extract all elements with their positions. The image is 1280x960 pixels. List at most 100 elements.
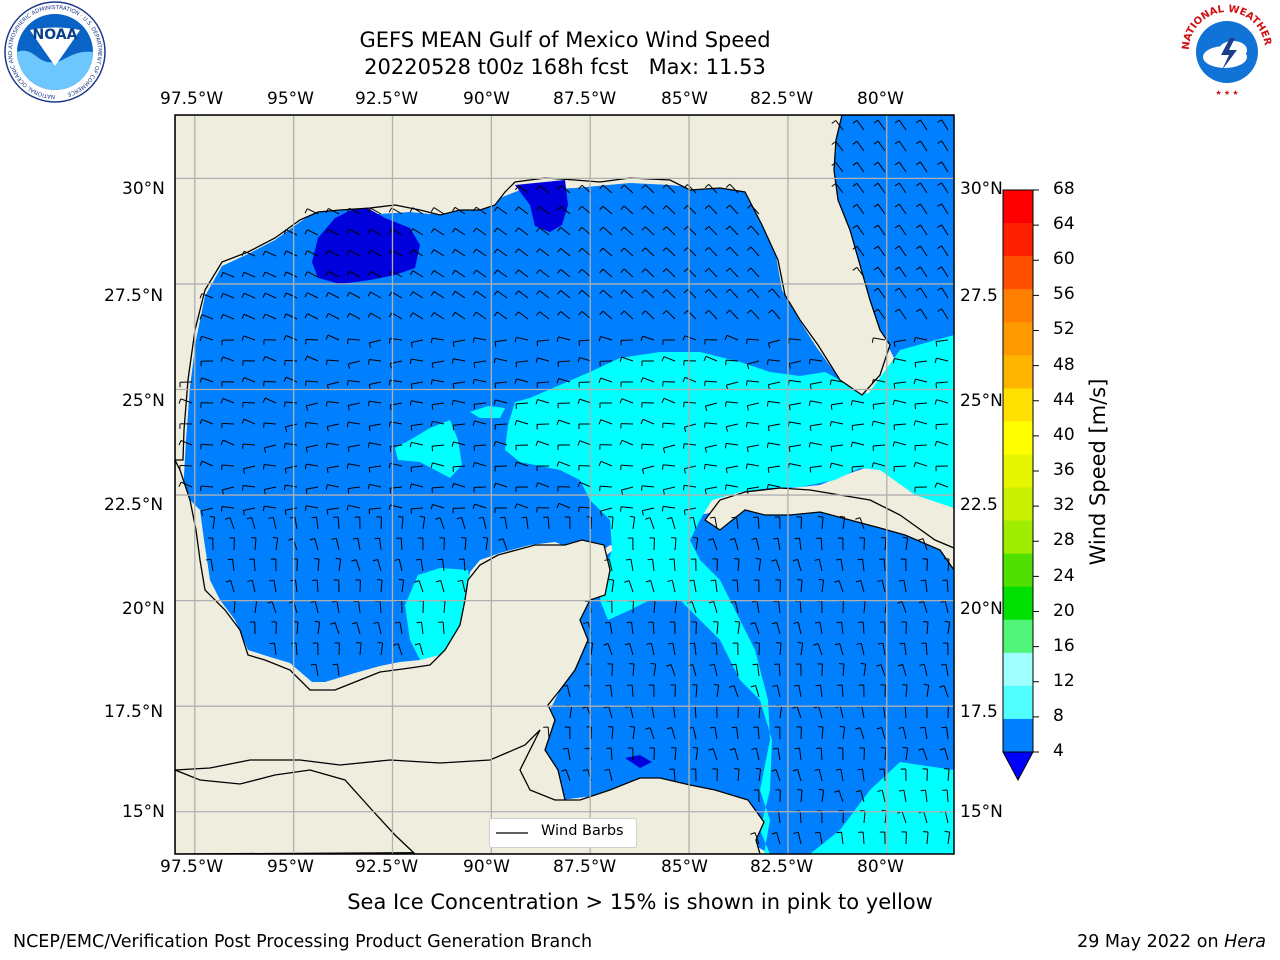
wind-barb bbox=[894, 381, 907, 384]
wind-barb bbox=[560, 269, 571, 278]
wind-barb bbox=[337, 516, 340, 530]
wind-barb-flag bbox=[604, 768, 610, 771]
wind-barb bbox=[264, 356, 277, 362]
wind-barb-flag bbox=[661, 356, 665, 362]
wind-barb bbox=[684, 423, 697, 428]
wind-barb-flag bbox=[688, 579, 695, 582]
wind-barb-flag bbox=[304, 250, 308, 256]
wind-barb bbox=[666, 205, 676, 215]
wind-barb-flag bbox=[430, 379, 433, 385]
wind-barb-flag bbox=[472, 462, 476, 468]
wind-barb-flag bbox=[451, 400, 454, 406]
wind-barb-flag bbox=[855, 517, 861, 520]
wind-barb-flag bbox=[704, 447, 707, 453]
wind-barb bbox=[903, 790, 907, 803]
wind-barb bbox=[516, 461, 529, 467]
wind-barb bbox=[516, 336, 529, 341]
wind-barb bbox=[358, 601, 361, 614]
wind-barb bbox=[708, 309, 718, 320]
wind-barb-flag bbox=[683, 426, 687, 433]
lat-label: 30°N bbox=[122, 179, 165, 199]
wind-barb bbox=[810, 358, 823, 362]
wind-barb bbox=[558, 461, 571, 467]
wind-barb bbox=[536, 381, 550, 384]
wind-barb bbox=[464, 538, 467, 551]
wind-barb-flag bbox=[388, 463, 391, 469]
wind-barb bbox=[663, 505, 676, 509]
wind-barb bbox=[285, 250, 298, 257]
wind-barb bbox=[496, 290, 508, 299]
wind-barb-flag bbox=[562, 747, 569, 750]
wind-barb-flag bbox=[662, 464, 664, 470]
wind-barb bbox=[306, 463, 319, 467]
wind-barb-flag bbox=[498, 538, 504, 541]
wind-barb bbox=[750, 246, 760, 257]
wind-barb-flag bbox=[262, 464, 265, 470]
wind-barb-flag bbox=[766, 484, 769, 490]
lon-label: 92.5°W bbox=[355, 857, 419, 877]
wind-barb bbox=[946, 789, 949, 803]
wind-barb bbox=[440, 580, 445, 593]
wind-barb bbox=[736, 579, 739, 593]
wind-barb-flag bbox=[745, 422, 748, 428]
wind-barb bbox=[831, 421, 844, 425]
wind-barb-flag bbox=[687, 601, 693, 604]
wind-barb bbox=[285, 484, 298, 488]
wind-barb-flag bbox=[713, 683, 719, 686]
wind-barb bbox=[754, 832, 760, 845]
wind-barb-flag bbox=[262, 397, 266, 403]
wind-barb bbox=[264, 486, 277, 490]
wind-barb-flag bbox=[746, 246, 752, 251]
wind-barb bbox=[412, 249, 424, 257]
wind-barb bbox=[714, 727, 718, 740]
wind-barb bbox=[264, 271, 277, 278]
lon-label: 95°W bbox=[267, 89, 314, 109]
wind-barb-flag bbox=[325, 292, 329, 298]
wind-barb-flag bbox=[934, 357, 937, 364]
wind-barb bbox=[222, 314, 235, 320]
wind-barb-flag bbox=[325, 229, 329, 235]
lon-label: 90°W bbox=[463, 89, 510, 109]
wind-barb-flag bbox=[310, 663, 317, 666]
wind-barb-flag bbox=[873, 182, 879, 187]
wind-barb bbox=[873, 444, 886, 447]
wind-barb-flag bbox=[262, 250, 266, 256]
wind-barb-flag bbox=[225, 517, 231, 520]
wind-barb-flag bbox=[852, 140, 858, 145]
wind-barb-flag bbox=[746, 363, 750, 370]
wind-barb-flag bbox=[768, 288, 773, 293]
wind-barb-flag bbox=[452, 383, 455, 389]
lon-label: 97.5°W bbox=[160, 89, 224, 109]
wind-barb bbox=[411, 483, 424, 488]
wind-barb bbox=[662, 422, 676, 425]
wind-barb bbox=[708, 225, 718, 236]
wind-barb bbox=[691, 601, 697, 614]
wind-barb bbox=[328, 313, 340, 320]
wind-barb bbox=[842, 727, 846, 740]
wind-barb bbox=[877, 161, 886, 173]
wind-barb bbox=[629, 706, 634, 719]
wind-barb bbox=[726, 465, 739, 469]
wind-barb-flag bbox=[304, 229, 308, 235]
wind-barb bbox=[315, 664, 319, 677]
wind-barb bbox=[411, 423, 424, 427]
wind-barb bbox=[581, 184, 592, 194]
wind-barb bbox=[901, 601, 907, 614]
wind-barb bbox=[369, 381, 382, 385]
wind-barb-flag bbox=[898, 789, 905, 792]
wind-barb bbox=[433, 249, 445, 257]
wind-barb bbox=[924, 727, 928, 740]
wind-barb-flag bbox=[220, 439, 224, 445]
wind-barb bbox=[920, 245, 928, 257]
wind-barb bbox=[705, 422, 718, 425]
lon-label: 82.5°W bbox=[750, 857, 814, 877]
wind-barb-flag bbox=[683, 247, 688, 252]
wind-barb-flag bbox=[309, 537, 315, 541]
wind-barb-flag bbox=[410, 383, 413, 390]
wind-barb bbox=[537, 357, 550, 362]
wind-barb-flag bbox=[178, 440, 182, 446]
wind-barb-flag bbox=[472, 337, 475, 343]
wind-barb bbox=[539, 185, 550, 194]
wind-barb-flag bbox=[220, 506, 223, 512]
colorbar-segment bbox=[1003, 553, 1033, 588]
